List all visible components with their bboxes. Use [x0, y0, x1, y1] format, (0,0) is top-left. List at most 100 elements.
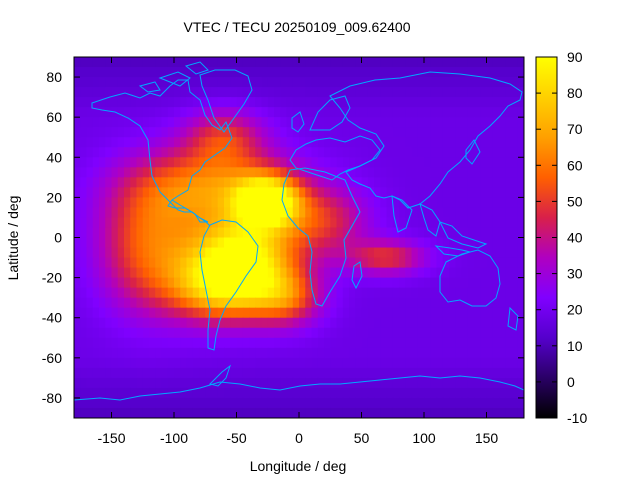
heatmap-cell — [305, 67, 313, 78]
heatmap-cell — [267, 307, 275, 319]
heatmap-cell — [336, 367, 344, 379]
heatmap-cell — [336, 227, 344, 239]
heatmap-cell — [149, 67, 156, 78]
heatmap-cell — [255, 377, 263, 389]
heatmap-cell — [286, 217, 294, 229]
heatmap-cell — [74, 337, 81, 349]
heatmap-cell — [267, 67, 275, 78]
heatmap-cell — [405, 117, 413, 128]
coastline-europe — [289, 135, 381, 181]
heatmap-cell — [405, 357, 413, 369]
heatmap-cell — [105, 177, 113, 188]
heatmap-cell — [299, 57, 306, 68]
heatmap-cell — [130, 327, 138, 339]
heatmap-cell — [336, 147, 344, 158]
heatmap-cell — [380, 227, 388, 239]
heatmap-cell — [405, 87, 413, 98]
heatmap-cell — [205, 257, 213, 269]
heatmap-cell — [186, 207, 194, 219]
heatmap-cell — [274, 347, 281, 359]
heatmap-cell — [80, 107, 88, 118]
heatmap-cell — [324, 177, 331, 188]
heatmap-cell — [155, 217, 163, 229]
heatmap-cell — [311, 257, 319, 269]
heatmap-cell — [267, 367, 275, 379]
heatmap-cell — [124, 327, 131, 339]
heatmap-cell — [517, 177, 524, 188]
heatmap-cell — [317, 307, 325, 319]
heatmap-cell — [142, 187, 150, 198]
heatmap-cell — [342, 347, 350, 359]
heatmap-cell — [449, 157, 456, 168]
heatmap-cell — [411, 347, 419, 359]
heatmap-cell — [286, 107, 294, 118]
heatmap-cell — [349, 297, 356, 309]
heatmap-cell — [480, 77, 488, 88]
heatmap-cell — [117, 57, 125, 68]
heatmap-cell — [230, 87, 238, 98]
heatmap-cell — [374, 207, 381, 219]
heatmap-cell — [417, 307, 425, 319]
heatmap-cell — [186, 107, 194, 118]
heatmap-cell — [405, 307, 413, 319]
heatmap-cell — [167, 207, 175, 219]
heatmap-cell — [330, 107, 338, 118]
heatmap-cell — [242, 397, 250, 409]
heatmap-cell — [442, 267, 450, 279]
heatmap-cell — [286, 87, 294, 98]
heatmap-cell — [155, 347, 163, 359]
heatmap-cell — [155, 357, 163, 369]
heatmap-cell — [355, 217, 363, 229]
heatmap-cell — [224, 97, 231, 108]
heatmap-cell — [249, 217, 256, 229]
heatmap-cell — [449, 317, 456, 329]
heatmap-cell — [374, 77, 381, 88]
heatmap-cell — [474, 267, 481, 279]
heatmap-cell — [449, 257, 456, 269]
heatmap-cell — [236, 347, 244, 359]
heatmap-cell — [155, 137, 163, 148]
heatmap-cell — [480, 397, 488, 409]
heatmap-cell — [105, 107, 113, 118]
heatmap-cell — [92, 187, 100, 198]
heatmap-cell — [242, 177, 250, 188]
heatmap-cell — [149, 137, 156, 148]
heatmap-cell — [486, 367, 494, 379]
heatmap-cell — [499, 177, 506, 188]
heatmap-cell — [105, 377, 113, 389]
heatmap-cell — [292, 247, 300, 259]
heatmap-cell — [411, 177, 419, 188]
heatmap-cell — [99, 117, 106, 128]
heatmap-cell — [167, 277, 175, 289]
heatmap-cell — [367, 277, 375, 289]
heatmap-cell — [99, 67, 106, 78]
heatmap-cell — [86, 377, 94, 389]
heatmap-cell — [505, 257, 513, 269]
heatmap-cell — [236, 317, 244, 329]
heatmap-cell — [174, 197, 181, 209]
heatmap-cell — [174, 287, 181, 299]
heatmap-cell — [417, 337, 425, 349]
heatmap-cell — [236, 77, 244, 88]
heatmap-cell — [355, 137, 363, 148]
heatmap-cell — [149, 97, 156, 108]
heatmap-cell — [274, 197, 281, 209]
heatmap-cell — [305, 337, 313, 349]
heatmap-cell — [505, 197, 513, 209]
heatmap-cell — [349, 97, 356, 108]
heatmap-cell — [305, 327, 313, 339]
heatmap-cell — [374, 57, 381, 68]
heatmap-cell — [174, 297, 181, 309]
heatmap-cell — [211, 57, 219, 68]
heatmap-cell — [255, 317, 263, 329]
heatmap-cell — [380, 267, 388, 279]
heatmap-cell — [249, 117, 256, 128]
heatmap-cell — [355, 207, 363, 219]
heatmap-cell — [280, 367, 288, 379]
heatmap-cell — [480, 227, 488, 239]
heatmap-cell — [130, 117, 138, 128]
heatmap-cell — [361, 207, 369, 219]
heatmap-cell — [249, 77, 256, 88]
heatmap-cell — [267, 357, 275, 369]
